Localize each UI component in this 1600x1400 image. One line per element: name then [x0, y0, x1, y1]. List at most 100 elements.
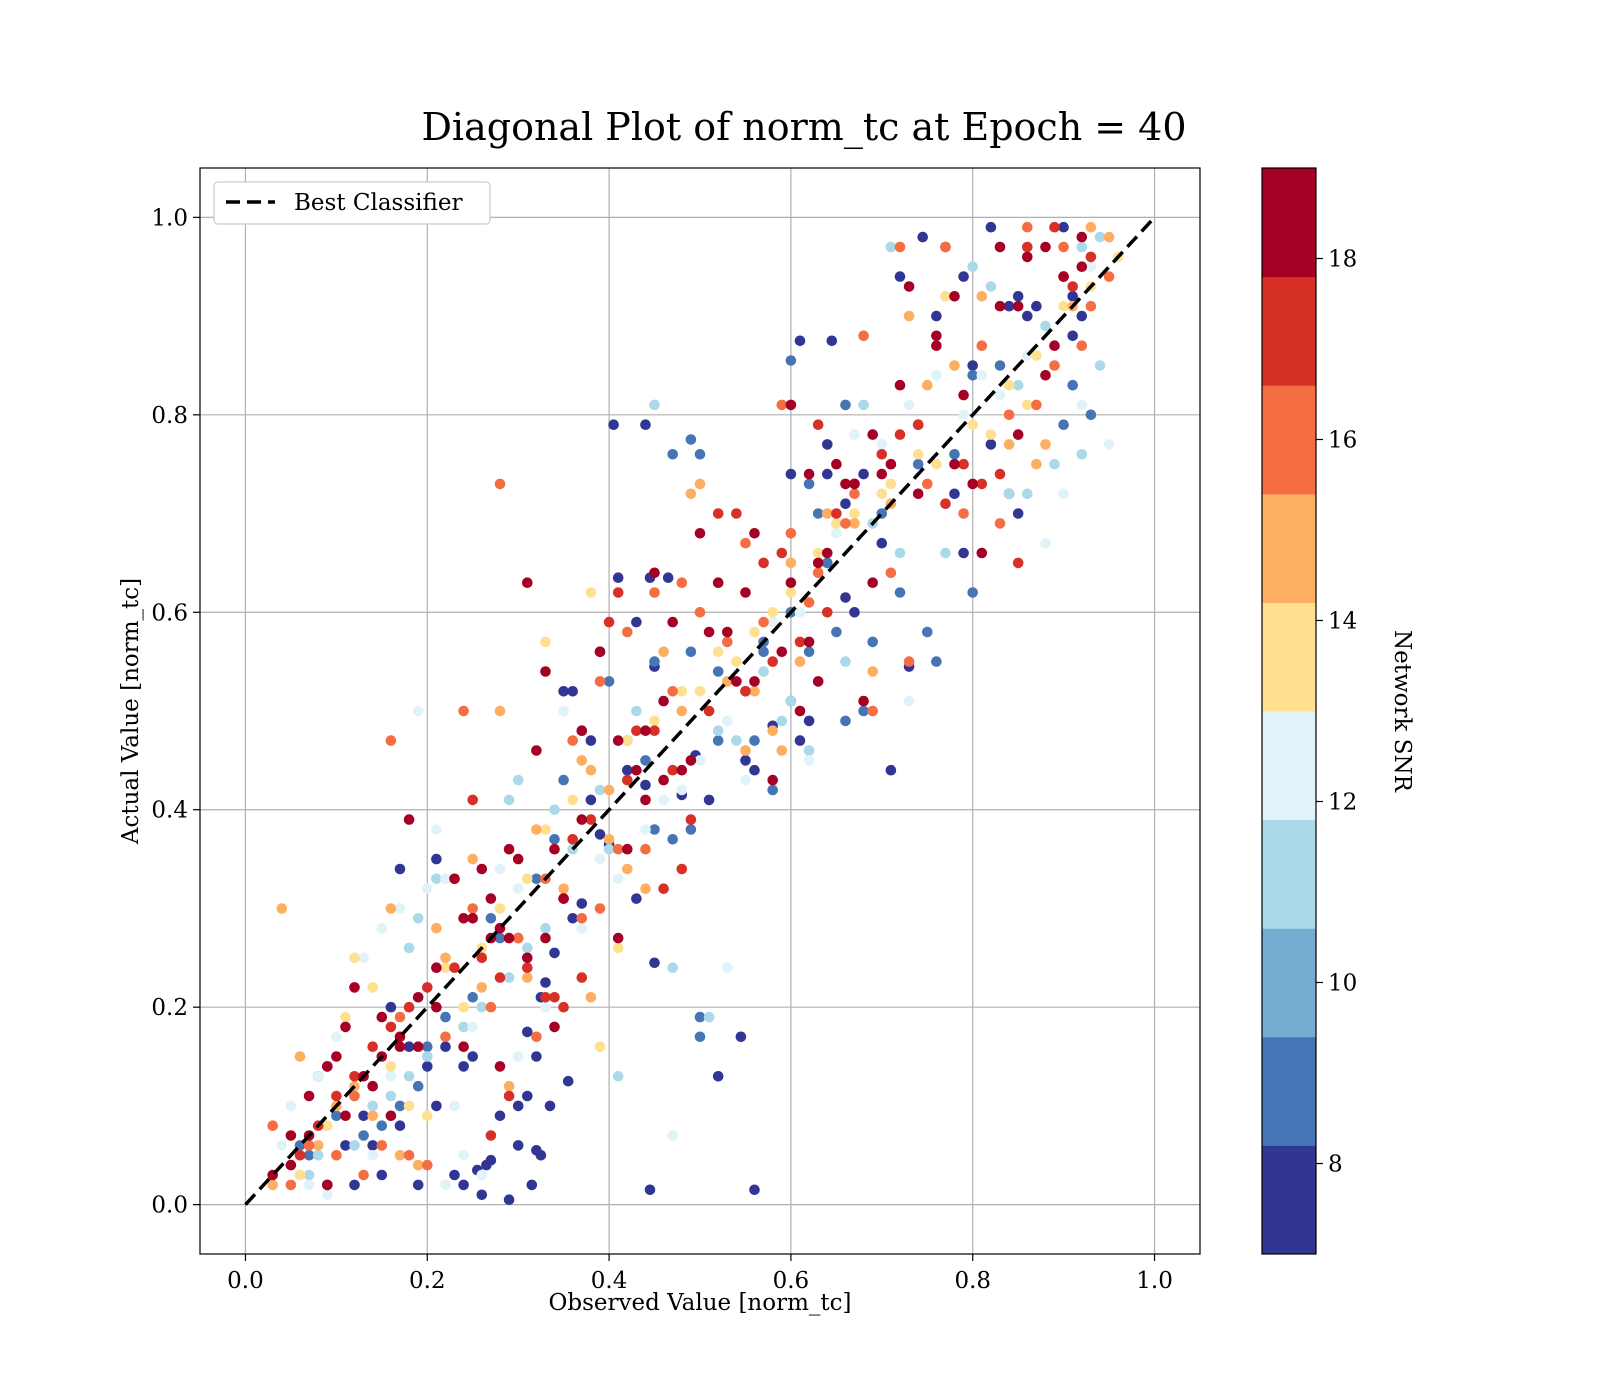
scatter-point — [512, 1051, 524, 1062]
scatter-point — [585, 735, 597, 746]
scatter-point — [549, 947, 560, 959]
scatter-point — [549, 834, 560, 845]
scatter-point — [985, 429, 997, 440]
scatter-point — [612, 572, 624, 583]
scatter-point — [749, 1184, 760, 1196]
scatter-point — [340, 1140, 351, 1151]
colorbar-band — [1262, 928, 1316, 1038]
scatter-point — [1103, 231, 1115, 243]
scatter-point — [522, 873, 533, 885]
scatter-point — [612, 873, 624, 885]
scatter-point — [822, 508, 833, 519]
scatter-point — [994, 241, 1006, 253]
scatter-point — [894, 429, 906, 440]
scatter-point — [376, 1140, 388, 1151]
scatter-point — [612, 1071, 624, 1082]
scatter-point — [431, 1001, 442, 1013]
scatter-point — [476, 1001, 488, 1013]
scatter-point — [640, 419, 651, 431]
scatter-point — [331, 1031, 342, 1043]
scatter-point — [922, 626, 933, 638]
scatter-point — [876, 439, 888, 450]
scatter-point — [840, 498, 851, 510]
scatter-point — [949, 488, 960, 500]
scatter-point — [431, 922, 442, 934]
scatter-point — [540, 977, 551, 988]
scatter-point — [931, 656, 942, 667]
scatter-point — [1076, 449, 1088, 460]
scatter-point — [1103, 271, 1115, 282]
scatter-point — [594, 829, 606, 840]
scatter-point — [731, 735, 742, 746]
scatter-point — [676, 577, 688, 588]
colorbar-band — [1262, 493, 1316, 603]
scatter-point — [767, 774, 778, 786]
scatter-point — [285, 1130, 297, 1141]
colorbar-band — [1262, 385, 1316, 495]
scatter-point — [967, 360, 978, 371]
scatter-point — [667, 834, 678, 845]
scatter-point — [340, 1021, 351, 1033]
scatter-point — [694, 1011, 706, 1023]
scatter-point — [567, 913, 578, 924]
scatter-point — [758, 646, 769, 658]
scatter-point — [1058, 300, 1069, 312]
scatter-point — [1031, 458, 1042, 470]
scatter-point — [803, 646, 815, 658]
scatter-point — [1040, 439, 1051, 450]
scatter-point — [749, 676, 760, 687]
scatter-point — [612, 587, 624, 598]
scatter-point — [512, 932, 524, 944]
scatter-point — [858, 705, 869, 717]
scatter-point — [303, 1140, 315, 1151]
scatter-point — [631, 616, 642, 628]
scatter-point — [367, 1110, 379, 1122]
scatter-point — [540, 666, 551, 677]
scatter-point — [658, 646, 669, 658]
scatter-point — [749, 686, 760, 697]
colorbar-label: Network SNR — [1389, 630, 1415, 793]
scatter-point — [531, 873, 542, 885]
scatter-point — [803, 597, 815, 608]
scatter-point — [740, 755, 751, 766]
scatter-point — [1003, 379, 1015, 391]
scatter-point — [858, 468, 869, 480]
scatter-point — [385, 1021, 397, 1033]
scatter-point — [594, 784, 606, 796]
scatter-point — [612, 932, 624, 944]
scatter-point — [803, 715, 815, 727]
scatter-point — [503, 794, 515, 806]
scatter-point — [949, 291, 960, 302]
scatter-point — [940, 547, 951, 559]
scatter-point — [567, 794, 578, 806]
scatter-point — [694, 607, 706, 618]
scatter-point — [1076, 241, 1088, 253]
scatter-point — [376, 1011, 388, 1023]
scatter-point — [422, 1041, 433, 1052]
scatter-point — [1012, 291, 1024, 302]
scatter-point — [803, 636, 815, 648]
scatter-point — [994, 468, 1006, 480]
scatter-point — [531, 1031, 542, 1043]
scatter-point — [1085, 251, 1097, 263]
scatter-point — [449, 962, 460, 973]
colorbar-band — [1262, 168, 1316, 278]
scatter-point — [458, 1179, 469, 1191]
scatter-point — [526, 1179, 538, 1191]
scatter-point — [285, 1179, 297, 1191]
scatter-point — [712, 735, 724, 746]
scatter-point — [512, 774, 524, 786]
scatter-point — [535, 1150, 547, 1161]
scatter-point — [903, 281, 915, 292]
scatter-point — [876, 488, 888, 500]
scatter-point — [440, 1179, 451, 1191]
scatter-point — [949, 458, 960, 470]
scatter-point — [1022, 488, 1033, 500]
scatter-point — [549, 992, 560, 1003]
scatter-point — [394, 863, 406, 875]
scatter-point — [585, 814, 597, 825]
scatter-point — [594, 853, 606, 865]
scatter-point — [558, 774, 569, 786]
scatter-point — [422, 1051, 433, 1062]
scatter-point — [703, 705, 715, 717]
